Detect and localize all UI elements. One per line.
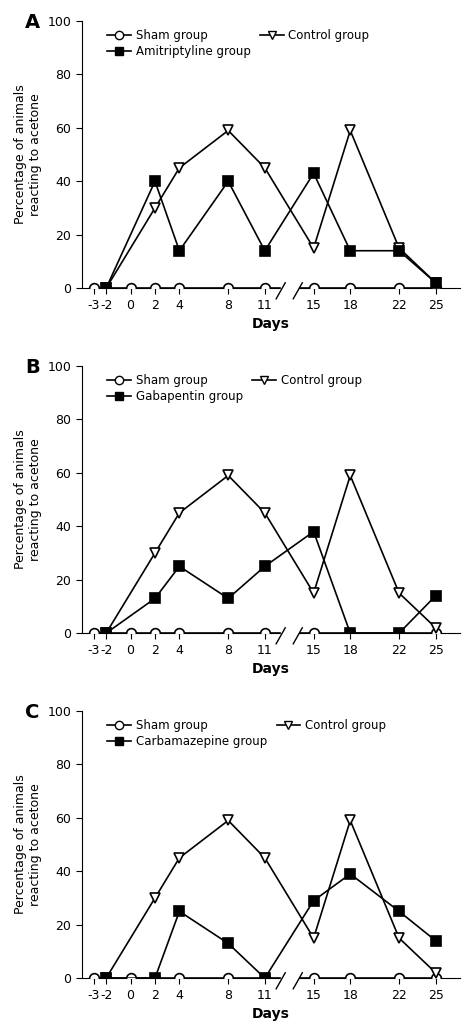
X-axis label: Days: Days — [252, 1007, 290, 1022]
Legend: Sham group, Gabapentin group, Control group: Sham group, Gabapentin group, Control gr… — [103, 369, 366, 408]
Bar — [281, 628, 298, 649]
Bar — [281, 283, 298, 304]
Y-axis label: Percentage of animals
reacting to acetone: Percentage of animals reacting to aceton… — [14, 774, 42, 914]
Legend: Sham group, Amitriptyline group, Control group: Sham group, Amitriptyline group, Control… — [103, 24, 374, 62]
Y-axis label: Percentage of animals
reacting to acetone: Percentage of animals reacting to aceton… — [14, 430, 42, 569]
Text: B: B — [25, 358, 40, 377]
Text: C: C — [25, 703, 39, 721]
X-axis label: Days: Days — [252, 662, 290, 676]
Y-axis label: Percentage of animals
reacting to acetone: Percentage of animals reacting to aceton… — [14, 85, 42, 225]
X-axis label: Days: Days — [252, 317, 290, 331]
Text: A: A — [25, 12, 40, 32]
Bar — [281, 973, 298, 995]
Legend: Sham group, Carbamazepine group, Control group: Sham group, Carbamazepine group, Control… — [103, 714, 391, 752]
